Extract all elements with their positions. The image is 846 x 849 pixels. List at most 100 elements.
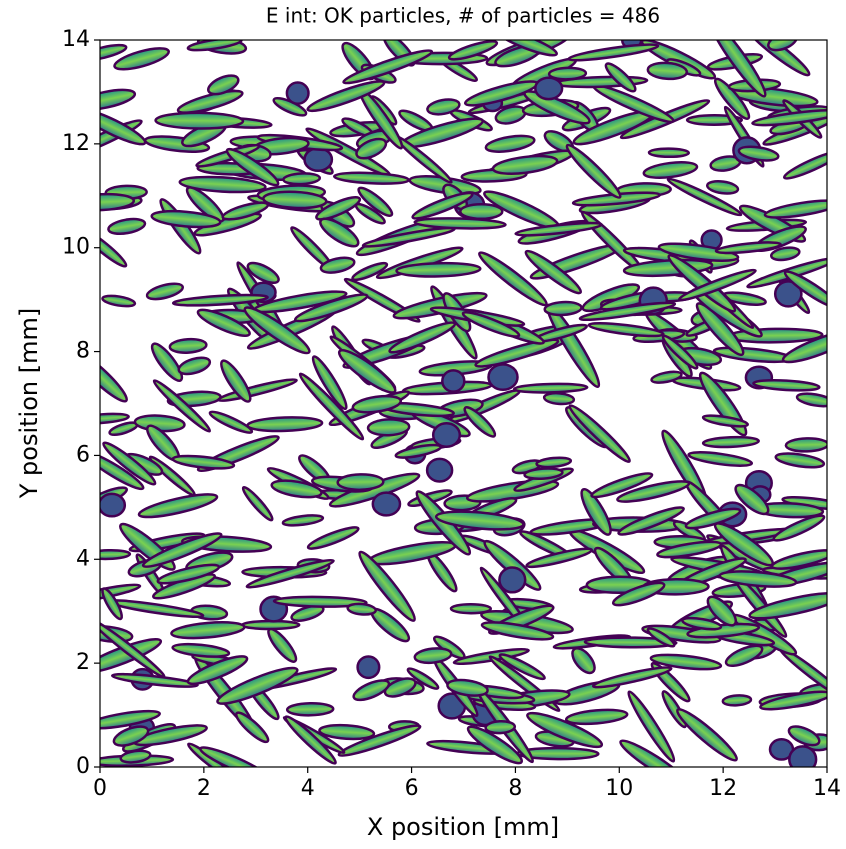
x-tick-label: 0 [93, 776, 107, 801]
particle [498, 653, 546, 681]
particle [721, 694, 753, 707]
particle [447, 40, 499, 61]
particle [646, 627, 676, 648]
particle [154, 111, 245, 130]
particle [543, 300, 583, 317]
particle [547, 66, 588, 81]
particle [100, 412, 130, 425]
particle [565, 143, 622, 199]
particle [523, 467, 564, 480]
particle [770, 246, 801, 262]
particle [270, 479, 323, 499]
particle [112, 725, 150, 747]
particle [767, 40, 798, 52]
particle [431, 422, 462, 448]
particle [137, 493, 219, 519]
particle [542, 391, 576, 406]
particle [141, 532, 223, 568]
particle [171, 642, 231, 658]
particle [336, 473, 385, 492]
particle [783, 270, 827, 310]
particle [759, 690, 827, 711]
particle [366, 418, 411, 437]
particle [495, 40, 558, 57]
y-tick-label: 6 [76, 442, 90, 467]
particle [332, 171, 411, 185]
particle [282, 172, 322, 186]
particle [100, 43, 128, 62]
particle [463, 406, 497, 438]
particle [290, 604, 325, 622]
y-tick-label: 10 [62, 235, 90, 260]
particle [285, 81, 310, 105]
particle [293, 293, 369, 323]
particle [712, 346, 794, 364]
particle [491, 154, 559, 175]
particle [351, 261, 389, 282]
x-tick-label: 4 [301, 776, 315, 801]
particle [243, 306, 311, 355]
x-axis-label: X position [mm] [367, 813, 559, 841]
particle [681, 616, 723, 631]
particle [406, 667, 440, 690]
particle [303, 146, 334, 173]
particle [100, 549, 132, 561]
particle [267, 627, 298, 663]
particle [737, 145, 780, 162]
particle [449, 602, 493, 615]
particle [241, 485, 274, 522]
particle [434, 510, 525, 531]
particle [695, 302, 745, 357]
particle [590, 472, 654, 499]
particle [107, 217, 147, 235]
particle [235, 711, 270, 744]
x-tick-label: 6 [405, 776, 419, 801]
particle [284, 715, 337, 765]
particle [245, 558, 335, 589]
particle [650, 370, 683, 384]
particle [705, 180, 740, 195]
particle [512, 382, 589, 394]
particle [708, 40, 767, 98]
particle [100, 618, 166, 679]
y-tick-label: 4 [76, 546, 90, 571]
particle [684, 507, 742, 530]
particle [306, 526, 360, 550]
x-tick-label: 14 [813, 776, 841, 801]
particle [788, 745, 818, 767]
particle [355, 137, 388, 160]
particle [102, 441, 157, 486]
particle [311, 355, 348, 411]
particle [315, 195, 362, 221]
particle [770, 549, 827, 570]
particle [649, 653, 723, 671]
particle [285, 702, 335, 717]
particle [262, 190, 328, 210]
particle [225, 147, 280, 187]
particle [466, 725, 524, 765]
particle [772, 514, 826, 542]
particle [145, 282, 185, 301]
particle [782, 150, 827, 180]
particle [459, 202, 504, 221]
particle [168, 337, 208, 354]
particle [441, 369, 466, 393]
particle [178, 175, 267, 194]
particle [678, 268, 757, 302]
particle [356, 655, 381, 680]
particle-image [100, 40, 827, 767]
particle [352, 679, 391, 702]
particle [177, 356, 212, 376]
particle [535, 456, 573, 469]
particle [773, 280, 803, 308]
particle [687, 451, 754, 467]
particle [698, 371, 748, 437]
particle [474, 338, 560, 368]
particle [199, 746, 271, 767]
x-tick-label: 2 [197, 776, 211, 801]
y-tick-label: 2 [76, 650, 90, 675]
particle [611, 581, 666, 607]
particle [351, 394, 403, 414]
y-axis-label: Y position [mm] [15, 308, 43, 499]
